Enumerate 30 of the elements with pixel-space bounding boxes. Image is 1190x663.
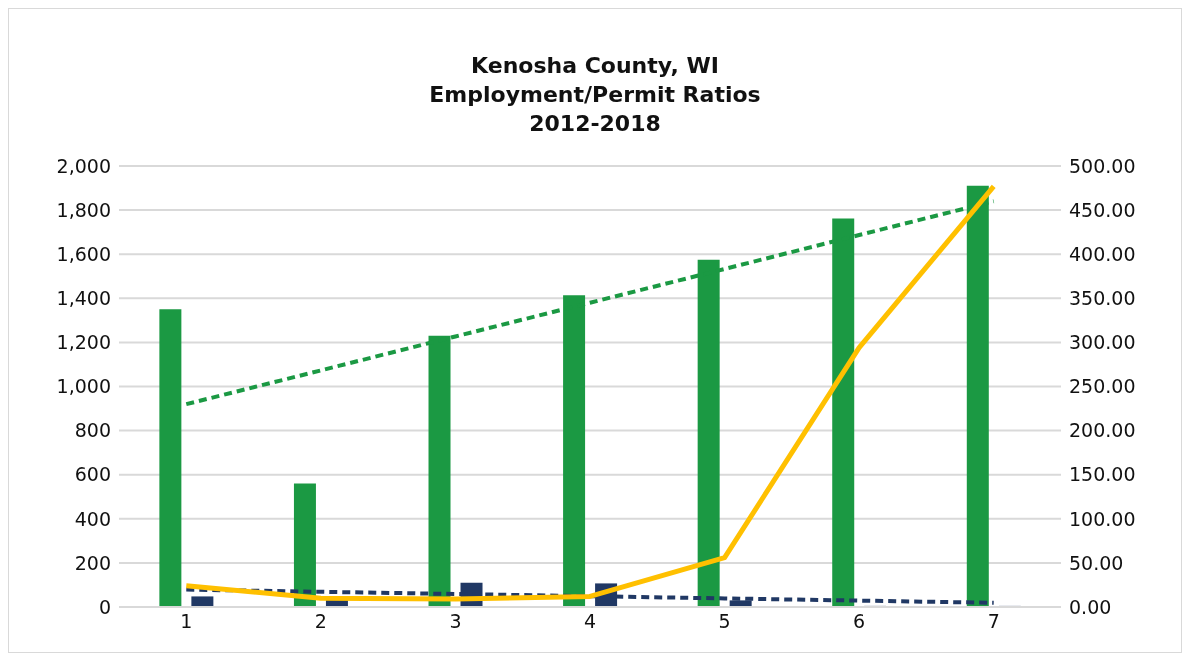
y2-tick-label: 500.00 bbox=[1069, 154, 1136, 177]
y2-tick-label: 400.00 bbox=[1069, 242, 1136, 265]
y-tick-label: 1,400 bbox=[56, 287, 111, 310]
y2-tick-label: 200.00 bbox=[1069, 419, 1136, 442]
y-tick-label: 400 bbox=[74, 507, 111, 530]
y2-tick-label: 50.00 bbox=[1069, 551, 1124, 574]
y2-tick-label: 150.00 bbox=[1069, 463, 1136, 486]
chart-title: Kenosha County, WI Employment/Permit Ratios 2012-2018 bbox=[428, 52, 762, 138]
x-tick-label: 6 bbox=[853, 610, 866, 633]
y-tick-label: 0 bbox=[98, 595, 111, 618]
y-tick-label: 1,000 bbox=[56, 375, 111, 398]
y-tick-label: 200 bbox=[74, 551, 111, 574]
y-tick-label: 1,800 bbox=[56, 198, 111, 221]
y-tick-label: 1,200 bbox=[56, 331, 111, 354]
x-tick-label: 1 bbox=[180, 610, 193, 633]
y-tick-label: 2,000 bbox=[56, 154, 111, 177]
y-tick-label: 1,600 bbox=[56, 242, 111, 265]
x-tick-label: 5 bbox=[718, 610, 731, 633]
y-tick-label: 600 bbox=[74, 463, 111, 486]
y2-tick-label: 100.00 bbox=[1069, 507, 1136, 530]
y2-tick-label: 0.00 bbox=[1069, 595, 1112, 618]
x-tick-label: 3 bbox=[449, 610, 462, 633]
x-tick-label: 7 bbox=[987, 610, 1000, 633]
y2-tick-label: 450.00 bbox=[1069, 198, 1136, 221]
y-tick-label: 800 bbox=[74, 419, 111, 442]
y2-tick-label: 350.00 bbox=[1069, 287, 1136, 310]
x-tick-label: 2 bbox=[314, 610, 327, 633]
x-tick-label: 4 bbox=[583, 610, 597, 633]
y2-tick-label: 250.00 bbox=[1069, 375, 1136, 398]
y2-tick-label: 300.00 bbox=[1069, 331, 1136, 354]
